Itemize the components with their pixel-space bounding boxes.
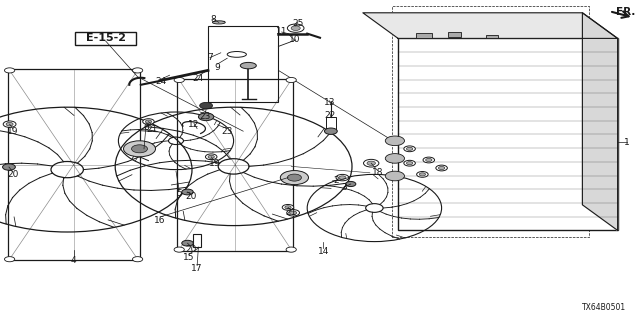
Circle shape [417,172,428,177]
Circle shape [4,68,15,73]
Text: 5: 5 [177,189,182,198]
Circle shape [182,240,193,246]
Text: 21: 21 [147,125,158,134]
Text: 8: 8 [211,15,216,24]
Text: 4: 4 [71,256,76,265]
Bar [416,33,432,38]
Bar [398,38,618,230]
Text: TX64B0501: TX64B0501 [582,303,626,312]
Circle shape [438,166,445,170]
Bar [193,234,201,247]
Text: 24: 24 [193,74,204,83]
Circle shape [182,189,193,195]
Circle shape [286,77,296,83]
Ellipse shape [212,21,225,24]
Circle shape [208,155,214,158]
Text: 21: 21 [285,208,297,217]
Text: E-15-2: E-15-2 [86,33,125,44]
Text: 13: 13 [324,98,335,107]
Ellipse shape [241,62,256,69]
Text: 7: 7 [207,53,212,62]
Circle shape [287,174,301,181]
Text: 2: 2 [333,176,339,185]
Circle shape [174,247,184,252]
Circle shape [291,26,300,30]
Polygon shape [582,13,618,230]
Text: 22: 22 [324,111,335,120]
Polygon shape [363,13,618,38]
Text: 17: 17 [191,264,203,273]
Circle shape [124,141,156,157]
Circle shape [385,136,404,146]
Text: 23: 23 [221,127,233,136]
Circle shape [404,160,415,166]
Circle shape [287,24,304,32]
Circle shape [3,164,15,170]
Circle shape [406,162,413,165]
Circle shape [287,210,300,216]
Circle shape [3,121,16,127]
Text: 16: 16 [154,216,166,225]
Circle shape [336,174,349,181]
Circle shape [423,157,435,163]
Text: 1: 1 [625,138,630,147]
Circle shape [339,176,346,179]
Text: 20: 20 [185,192,196,201]
Text: 19: 19 [7,127,19,136]
Circle shape [200,102,212,109]
Text: 9: 9 [215,63,220,72]
Circle shape [346,181,356,187]
Text: 12: 12 [188,120,200,129]
Text: 6: 6 [143,124,148,132]
Text: 14: 14 [317,247,329,256]
Text: 11: 11 [276,28,287,36]
Circle shape [132,145,148,153]
Text: 20: 20 [7,170,19,179]
Circle shape [145,120,152,123]
Circle shape [282,204,294,210]
Text: 3: 3 [342,183,347,192]
Bar [486,35,498,38]
Circle shape [364,159,379,167]
Circle shape [285,206,291,209]
Circle shape [385,154,404,163]
Bar [448,32,461,37]
Circle shape [205,154,217,160]
Circle shape [286,247,296,252]
Text: 24: 24 [156,77,167,86]
Circle shape [6,122,13,126]
Bar [326,117,336,130]
Circle shape [404,146,415,152]
Circle shape [426,158,432,162]
Circle shape [290,211,297,214]
Circle shape [280,171,308,185]
Circle shape [174,77,184,83]
Circle shape [385,171,404,181]
Circle shape [132,257,143,262]
Circle shape [4,257,15,262]
Text: 25: 25 [292,20,303,28]
Text: 10: 10 [289,36,300,44]
Circle shape [406,147,413,150]
Text: 15: 15 [183,253,195,262]
Circle shape [419,173,426,176]
Circle shape [367,161,376,165]
Circle shape [143,119,154,124]
Text: FR.: FR. [616,7,636,17]
Circle shape [324,128,337,134]
Circle shape [436,165,447,171]
Circle shape [132,68,143,73]
Text: 23: 23 [199,112,211,121]
Text: 20: 20 [185,245,196,254]
Bar [208,26,278,102]
Text: 19: 19 [209,159,220,168]
Text: 18: 18 [372,168,383,177]
Circle shape [198,113,214,121]
